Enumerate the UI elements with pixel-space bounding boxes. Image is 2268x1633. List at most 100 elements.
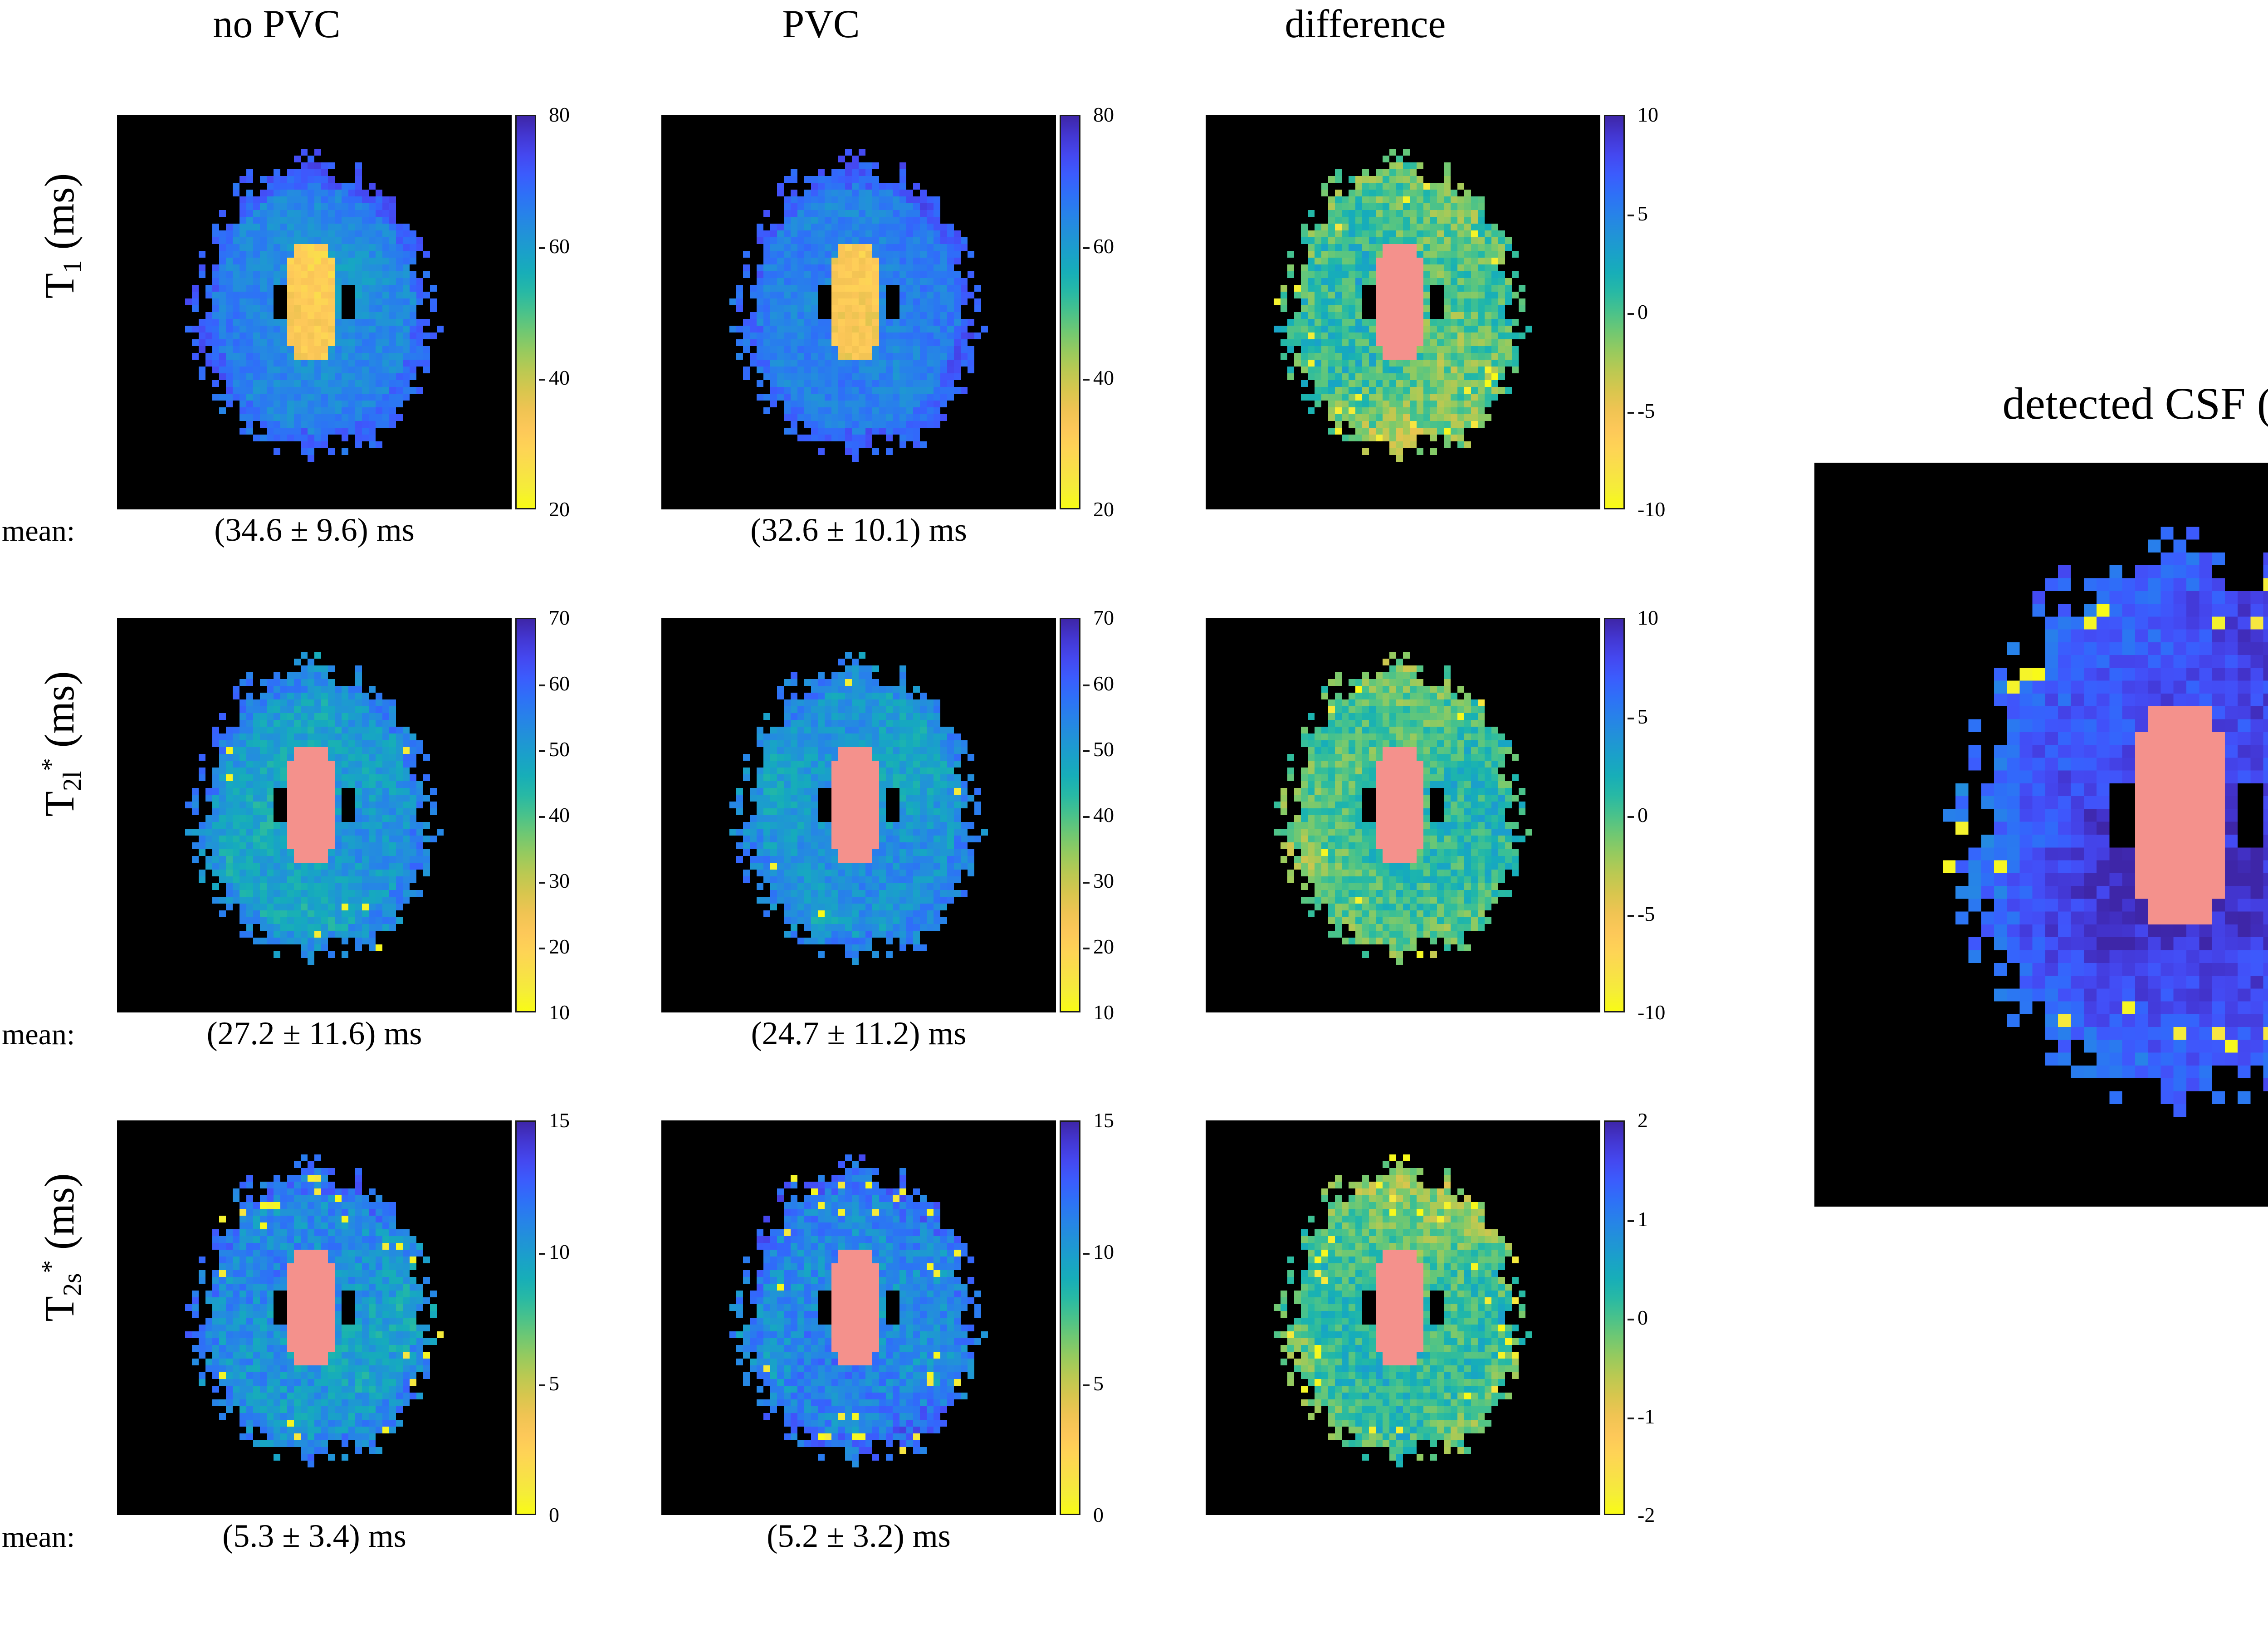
column-header-label: no PVC [213,2,341,46]
colorbar-tick-text: 70 [549,606,570,629]
colorbar-tick-label: 10 [1083,1242,1114,1262]
colorbar-t2s-pvc [1060,1120,1080,1515]
colorbar-tick-label: 1 [1628,1207,1648,1231]
colorbar-tick-label: 20 [1083,936,1114,957]
colorbar-tick-text: 10 [1637,606,1658,629]
colorbar-tick-mark [539,948,545,950]
colorbar-tick-label: 30 [539,870,570,891]
mean-label-t2s: mean: [2,1521,75,1554]
colorbar-tick-mark [1083,1121,1090,1123]
colorbar-tick-label: -2 [1628,1505,1655,1525]
column-header-label: PVC [782,2,860,46]
brain-map-t1-nopvc [117,115,512,509]
colorbar-tick-mark [1628,816,1634,818]
mean-label-t2l: mean: [2,1018,75,1051]
colorbar-tick-label: 10 [539,1242,570,1262]
colorbar-tick-label: -10 [1628,499,1665,520]
colorbar-ticks-t2l-difference: -10 -5 0 5 10 [1628,607,1809,1023]
colorbar-tick-mark [1628,214,1634,216]
colorbar-t2s-map [515,1120,536,1515]
colorbar-tick-text: 20 [549,498,570,521]
colorbar-tick-text: -10 [1637,1001,1666,1024]
colorbar-tick-text: 60 [549,235,570,258]
colorbar-tick-label: 15 [539,1110,570,1131]
map-panel-t2s-difference[interactable] [1206,1120,1600,1515]
colorbar-tick-label: 50 [539,739,570,760]
map-panel-t1-pvc[interactable] [661,115,1056,509]
colorbar-tick-mark [539,116,545,117]
colorbar-tick-mark [1628,1220,1634,1222]
colorbar-tick-label: 70 [1083,607,1114,628]
map-panel-detected-csf[interactable] [1814,463,2268,1207]
colorbar-tick-mark [539,816,545,818]
colorbar-ticks-t2l-pvc: 10 20 30 40 50 60 70 [1083,607,1265,1023]
colorbar-tick-mark [1083,510,1090,512]
colorbar-tick-label: -1 [1628,1406,1655,1427]
colorbar-tick-mark [539,882,545,884]
colorbar-tick-mark [1083,1384,1090,1387]
colorbar-tick-label: -5 [1628,400,1655,421]
colorbar-tick-text: 40 [1093,803,1114,826]
colorbar-tick-mark [539,1013,545,1015]
colorbar-tick-label: 0 [1628,1307,1648,1328]
colorbar-tick-label: 0 [1628,805,1648,826]
colorbar-tick-mark [539,1384,545,1387]
colorbar-tick-text: 1 [1637,1207,1648,1231]
colorbar-ticks-t2s-difference: -2 -1 0 1 2 [1628,1110,1809,1525]
colorbar-tick-mark [1628,313,1634,315]
colorbar-tick-text: 60 [1093,235,1114,258]
colorbar-tick-label: -5 [1628,903,1655,924]
colorbar-tick-text: 0 [1637,803,1648,826]
map-panel-t1-difference[interactable] [1206,115,1600,509]
colorbar-tick-mark [1083,882,1090,884]
colorbar-tick-text: 30 [1093,869,1114,892]
map-panel-t2l-no-pvc[interactable] [117,618,512,1012]
brain-map-t1-diff [1206,115,1600,509]
colorbar-ticks-t1-pvc: 20 40 60 80 [1083,104,1265,520]
colorbar-tick-mark [1083,1516,1090,1518]
colorbar-tick-text: 10 [1093,1001,1114,1024]
colorbar-tick-text: 80 [1093,103,1114,126]
colorbar-tick-mark [539,510,545,512]
colorbar-tick-text: 20 [1093,935,1114,958]
row-label-t2l: T2l* (ms) [34,617,88,871]
map-panel-t2l-difference[interactable] [1206,618,1600,1012]
colorbar-tick-mark [1083,750,1090,753]
brain-map-csf [1814,463,2268,1207]
colorbar-tick-mark [1083,948,1090,950]
colorbar-t2l-difference [1604,618,1625,1012]
colorbar-tick-label: 40 [539,805,570,826]
mean-value-t1-no-pvc: (34.6 ± 9.6) ms [214,512,415,548]
brain-map-t2l-diff [1206,618,1600,1012]
map-panel-t1-no-pvc[interactable] [117,115,512,509]
colorbar-tick-label: 40 [1083,805,1114,826]
brain-map-t2s-pvc [661,1120,1056,1515]
column-header-label: difference [1285,2,1446,46]
map-panel-t2s-pvc[interactable] [661,1120,1056,1515]
colorbar-tick-label: 10 [1628,104,1658,125]
colorbar-tick-mark [1628,619,1634,621]
colorbar-tick-text: 80 [549,103,570,126]
row-label-text: T2s* (ms) [36,1173,87,1322]
column-header-no-pvc: no PVC [104,5,449,44]
colorbar-tick-label: 80 [1083,104,1114,125]
mean-value-t2l-no-pvc: (27.2 ± 11.6) ms [206,1015,422,1051]
mean-value-t2s-no-pvc: (5.3 ± 3.4) ms [222,1518,406,1554]
colorbar-tick-text: 20 [549,935,570,958]
colorbar-tick-text: 40 [1093,366,1114,389]
colorbar-tick-mark [1083,379,1090,381]
colorbar-tick-label: 5 [1628,706,1648,727]
map-panel-t2l-pvc[interactable] [661,618,1056,1012]
colorbar-tick-label: 0 [1628,302,1648,323]
colorbar-tick-mark [539,750,545,753]
map-panel-t2s-no-pvc[interactable] [117,1120,512,1515]
colorbar-tick-text: 15 [1093,1109,1114,1132]
colorbar-tick-text: 5 [549,1372,559,1395]
colorbar-tick-mark [1083,116,1090,117]
row-label-t2s: T2s* (ms) [34,1120,88,1374]
colorbar-tick-label: 2 [1628,1110,1648,1131]
colorbar-tick-label: 20 [1083,499,1114,520]
colorbar-tick-mark [539,684,545,687]
colorbar-tick-text: 10 [1637,103,1658,126]
